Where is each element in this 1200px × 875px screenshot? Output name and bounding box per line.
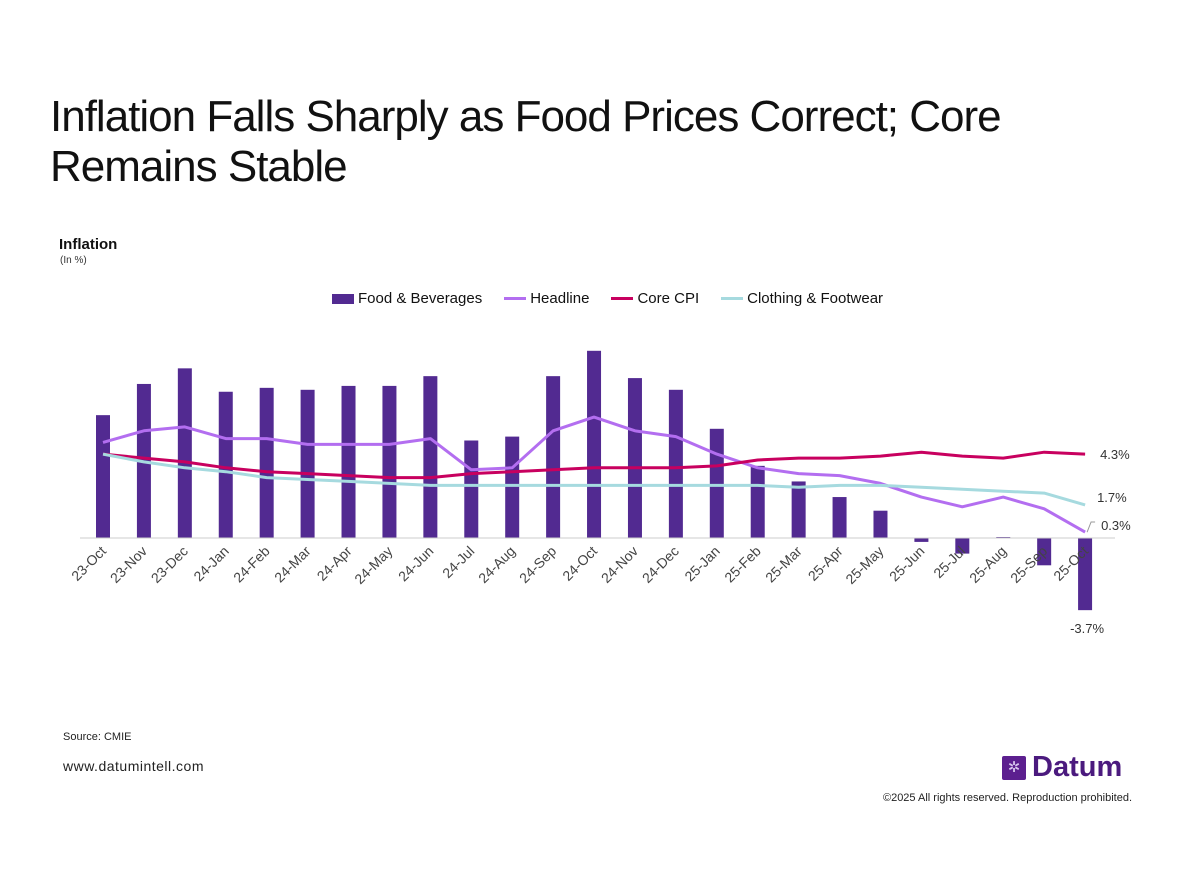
logo-icon: ✲	[1002, 755, 1026, 780]
bar-25-Jul	[955, 538, 970, 554]
bar-23-Oct	[96, 415, 110, 538]
x-tick-label: 25-May	[842, 543, 886, 587]
bar-25-Jan	[709, 428, 724, 538]
x-tick-label: 23-Dec	[148, 543, 191, 586]
bar-24-Dec	[668, 389, 683, 538]
legend-swatch	[611, 297, 634, 300]
x-tick-label: 24-Nov	[598, 543, 641, 586]
bar-25-Mar	[791, 481, 806, 538]
bar-25-Oct	[1078, 538, 1093, 611]
legend-label: Food & Beverages	[357, 290, 483, 307]
x-tick-label: 24-Oct	[559, 543, 600, 584]
bar-24-Apr	[341, 385, 356, 538]
logo-text: Datum	[1032, 751, 1123, 783]
bar-25-May	[873, 510, 888, 538]
website-link[interactable]: www.datumintell.com	[63, 758, 204, 774]
chart-legend: Food & Beverages Headline Core CPI Cloth…	[0, 290, 1200, 307]
bar-24-Aug	[505, 436, 520, 538]
x-tick-label: 25-Jul	[930, 543, 968, 581]
legend-swatch	[331, 293, 354, 304]
datum-logo: ✲ Datum	[1002, 751, 1122, 784]
x-tick-label: 24-Sep	[516, 543, 559, 586]
legend-label: Headline	[530, 290, 590, 307]
data-label-clothing: 1.7%	[1097, 490, 1127, 505]
legend-item-core: Core CPI	[611, 290, 699, 307]
x-tick-label: 24-Jun	[395, 543, 437, 585]
x-tick-label: 23-Nov	[107, 543, 150, 586]
legend-label: Core CPI	[637, 290, 700, 307]
data-label-headline: 0.3%	[1101, 518, 1131, 533]
x-tick-label: 24-Dec	[639, 543, 682, 586]
bar-24-Jan	[218, 391, 233, 538]
bar-24-Mar	[300, 389, 315, 538]
x-tick-label: 25-Apr	[805, 543, 846, 584]
bar-23-Dec	[177, 368, 192, 538]
bar-24-Nov	[627, 378, 642, 538]
legend-item-food: Food & Beverages	[331, 290, 483, 307]
legend-swatch	[504, 297, 527, 300]
leader-line	[1086, 521, 1096, 533]
x-tick-label: 23-Oct	[68, 543, 109, 584]
x-tick-label: 24-Mar	[271, 543, 314, 586]
copyright: ©2025 All rights reserved. Reproduction …	[882, 792, 1132, 804]
x-tick-label: 24-May	[351, 543, 395, 587]
bar-24-Sep	[546, 376, 561, 538]
x-tick-label: 25-Aug	[966, 543, 1009, 586]
bar-25-Feb	[750, 465, 765, 538]
bar-24-Oct	[587, 350, 602, 538]
bar-24-Jul	[464, 440, 479, 538]
bar-25-Sep	[1037, 538, 1052, 566]
legend-item-headline: Headline	[504, 290, 589, 307]
y-axis-unit: (In %)	[60, 255, 87, 266]
legend-label: Clothing & Footwear	[747, 290, 884, 307]
bar-24-Feb	[259, 387, 274, 538]
data-label-food: -3.7%	[1070, 621, 1104, 636]
x-tick-label: 24-Feb	[230, 543, 273, 586]
x-tick-label: 25-Mar	[762, 543, 805, 586]
source-note: Source: CMIE	[63, 731, 132, 743]
legend-swatch	[721, 297, 744, 300]
x-tick-label: 24-Apr	[314, 543, 355, 584]
bar-25-Apr	[832, 497, 847, 538]
y-axis-title: Inflation	[59, 236, 118, 253]
legend-item-clothing: Clothing & Footwear	[721, 290, 883, 307]
x-tick-label: 24-Jul	[439, 543, 477, 581]
bar-24-Jun	[423, 376, 438, 538]
x-tick-label: 25-Jan	[681, 543, 723, 585]
x-tick-label: 24-Jan	[190, 543, 232, 585]
page-title: Inflation Falls Sharply as Food Prices C…	[50, 92, 1002, 191]
x-tick-label: 25-Feb	[721, 543, 764, 586]
x-tick-label: 25-Jun	[886, 543, 928, 585]
data-label-core: 4.3%	[1100, 447, 1130, 462]
x-tick-label: 24-Aug	[475, 543, 518, 586]
bar-25-Jun	[914, 538, 929, 542]
bar-24-May	[382, 385, 397, 538]
